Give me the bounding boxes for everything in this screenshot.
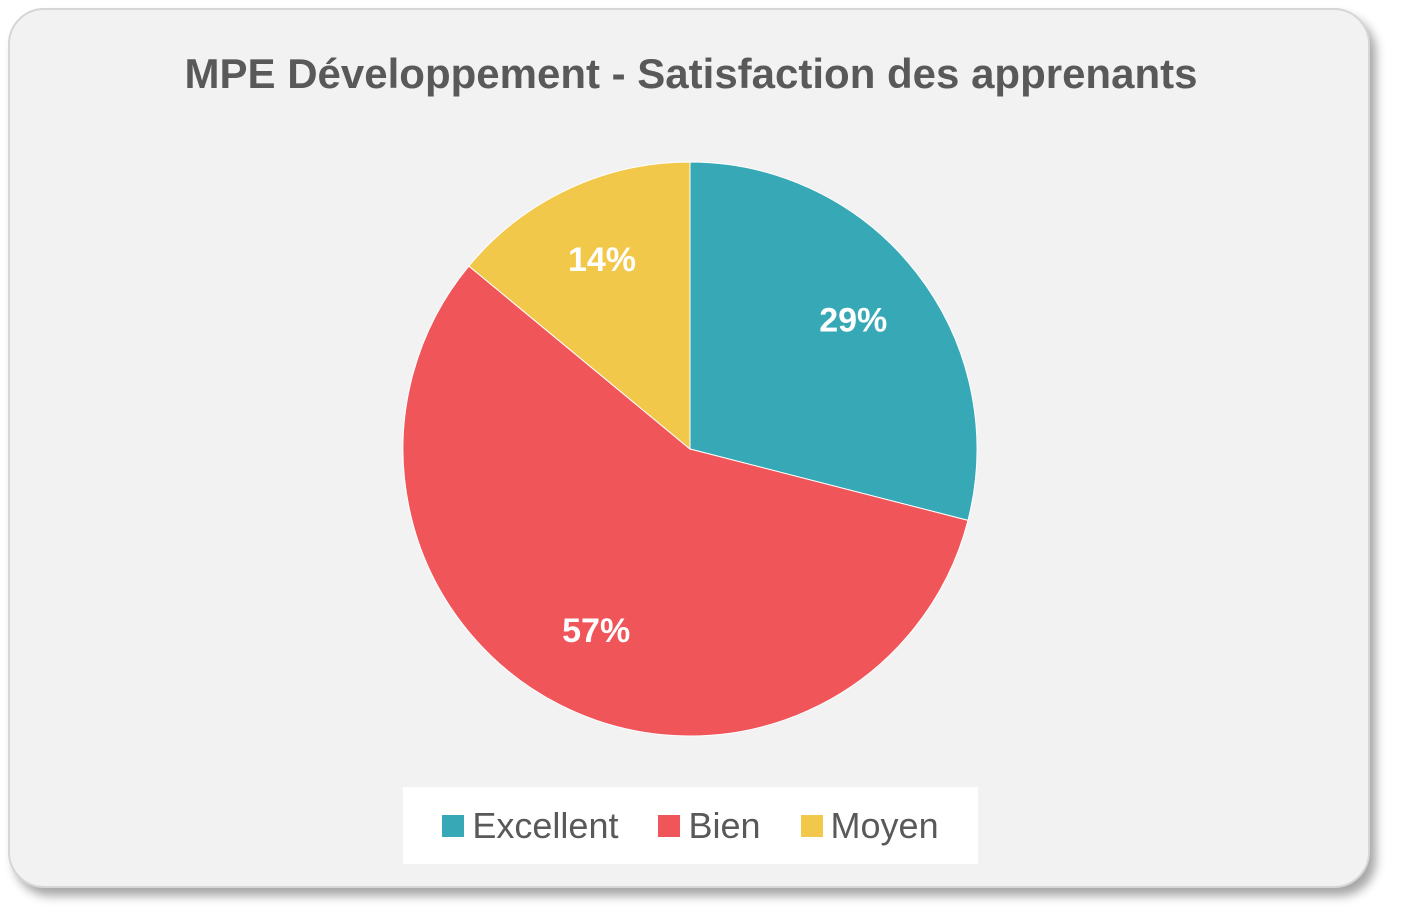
data-label-bien: 57% bbox=[562, 612, 630, 650]
data-label-excellent: 29% bbox=[819, 301, 887, 339]
chart-legend: Excellent Bien Moyen bbox=[403, 787, 978, 864]
pie-slice-labels: 29% 57% 14% bbox=[562, 241, 887, 650]
legend-item-moyen: Moyen bbox=[800, 804, 939, 847]
chart-title: MPE Développement - Satisfaction des app… bbox=[184, 50, 1198, 97]
data-label-moyen: 14% bbox=[568, 241, 636, 279]
pie-slices bbox=[402, 161, 978, 737]
pie-slice-excellent bbox=[689, 161, 978, 521]
legend-swatch-moyen bbox=[800, 814, 823, 837]
legend-swatch-excellent bbox=[442, 814, 465, 837]
legend-item-bien: Bien bbox=[658, 804, 761, 847]
legend-item-excellent: Excellent bbox=[442, 805, 618, 847]
pie-slice-moyen bbox=[468, 161, 691, 451]
legend-swatch-bien bbox=[658, 814, 681, 837]
legend-label-moyen: Moyen bbox=[830, 804, 939, 846]
pie-slice-bien bbox=[402, 265, 969, 737]
legend-label-bien: Bien bbox=[688, 804, 761, 846]
legend-label-excellent: Excellent bbox=[472, 804, 619, 846]
